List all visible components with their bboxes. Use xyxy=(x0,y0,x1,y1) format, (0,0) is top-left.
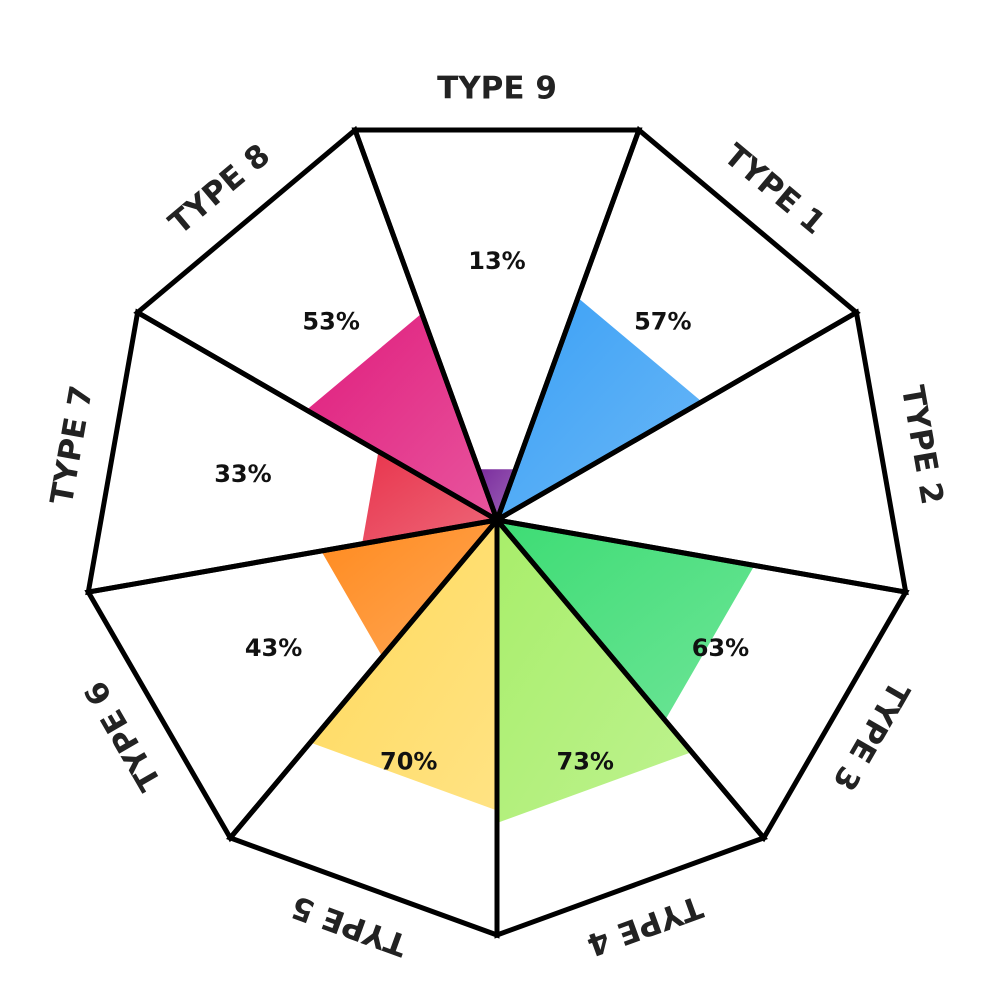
sector-fill xyxy=(362,451,497,544)
value-label: 53% xyxy=(302,307,359,335)
sector-fill xyxy=(321,520,497,657)
value-label: 73% xyxy=(557,747,614,775)
sector-fill xyxy=(310,520,497,811)
value-label: 70% xyxy=(380,747,437,775)
value-label: 57% xyxy=(634,307,691,335)
value-label: 13% xyxy=(468,247,525,275)
category-label: TYPE 8 xyxy=(162,137,277,242)
category-label: TYPE 3 xyxy=(825,675,916,797)
sector-outline xyxy=(133,125,502,526)
sector-fill xyxy=(497,520,692,823)
category-label: TYPE 9 xyxy=(437,71,557,107)
value-label: 43% xyxy=(245,634,302,662)
sector-fill xyxy=(497,297,702,520)
value-label: 63% xyxy=(692,634,749,662)
category-label: TYPE 7 xyxy=(44,383,100,507)
sector-fill xyxy=(478,469,516,520)
category-label: TYPE 6 xyxy=(78,675,169,797)
value-label: 33% xyxy=(214,460,271,488)
sector-fill xyxy=(306,313,497,520)
category-label: TYPE 2 xyxy=(894,383,950,507)
sector-fill xyxy=(497,520,755,721)
category-label: TYPE 1 xyxy=(717,137,832,242)
